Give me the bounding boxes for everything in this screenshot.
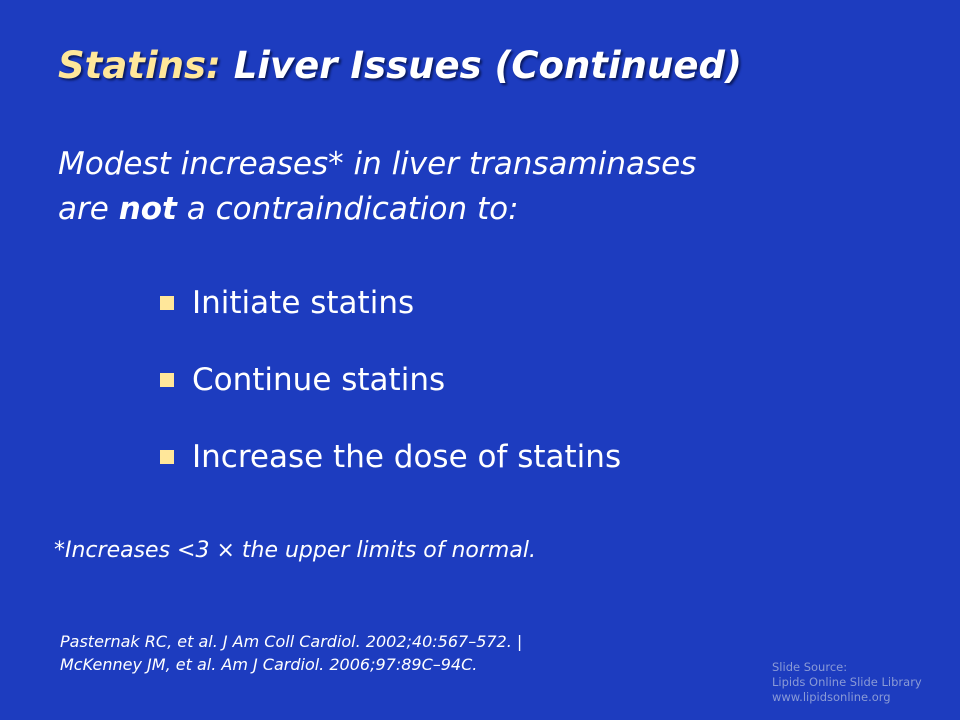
intro-text: a contraindication to: bbox=[186, 191, 519, 227]
intro-line: are not a contraindication to: bbox=[58, 191, 519, 227]
bullet-item: Continue statins bbox=[160, 362, 445, 398]
title-lead: Statins: bbox=[58, 44, 221, 87]
source-line: Lipids Online Slide Library bbox=[772, 675, 922, 689]
title-rest: Liver Issues (Continued) bbox=[233, 44, 742, 87]
source-line: Slide Source: bbox=[772, 660, 848, 674]
source-line: www.lipidsonline.org bbox=[772, 690, 891, 704]
bullet-marker bbox=[160, 373, 174, 387]
reference: Pasternak RC, et al. J Am Coll Cardiol. … bbox=[60, 632, 523, 651]
bullet-text: Initiate statins bbox=[192, 285, 415, 321]
bullet-item: Increase the dose of statins bbox=[160, 439, 621, 475]
intro-line: Modest increases* in liver transaminases bbox=[58, 146, 697, 182]
intro-text: are bbox=[58, 191, 109, 227]
title: Statins: Liver Issues (Continued) bbox=[58, 44, 742, 87]
bullet-text: Increase the dose of statins bbox=[192, 439, 622, 475]
bullet-marker bbox=[160, 450, 174, 464]
bullet-item: Initiate statins bbox=[160, 285, 414, 321]
intro-emphasis: not bbox=[118, 191, 177, 227]
reference: McKenney JM, et al. Am J Cardiol. 2006;9… bbox=[60, 655, 478, 674]
footnote: *Increases <3 × the upper limits of norm… bbox=[54, 538, 536, 563]
bullet-text: Continue statins bbox=[192, 362, 446, 398]
bullet-marker bbox=[160, 296, 174, 310]
